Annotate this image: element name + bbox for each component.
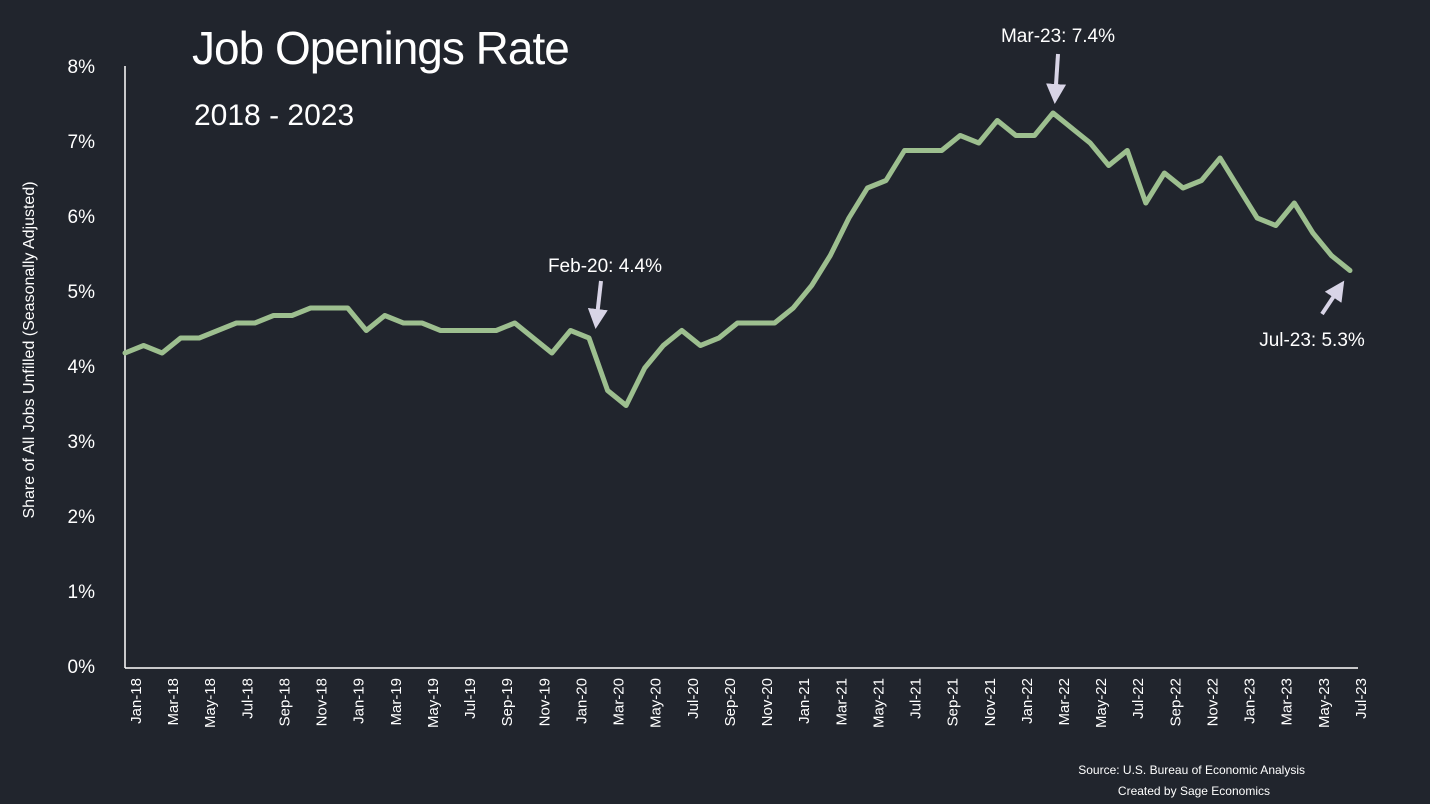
x-tick-label: Sep-22 bbox=[1167, 678, 1184, 726]
x-tick-label: Nov-21 bbox=[982, 678, 999, 726]
y-tick-label: 1% bbox=[68, 582, 96, 603]
x-tick-label: Jan-18 bbox=[128, 678, 145, 724]
y-tick-label: 3% bbox=[68, 432, 96, 453]
annotation-arrow bbox=[1046, 53, 1067, 104]
y-axis-label: Share of All Jobs Unfilled (Seasonally A… bbox=[21, 181, 38, 518]
source: Source: U.S. Bureau of Economic Analysis bbox=[1078, 763, 1305, 777]
y-tick-label: 5% bbox=[68, 282, 96, 303]
x-tick-label: Jul-21 bbox=[908, 678, 925, 719]
x-tick-label: Sep-21 bbox=[945, 678, 962, 726]
x-tick-label: May-22 bbox=[1093, 678, 1110, 728]
x-tick-label: Jul-18 bbox=[239, 678, 256, 719]
x-tick-label: Jan-19 bbox=[351, 678, 368, 724]
x-tick-label: Sep-18 bbox=[276, 678, 293, 726]
chart-title: Job Openings Rate bbox=[192, 22, 569, 74]
x-tick-label: May-20 bbox=[648, 678, 665, 728]
x-tick-label: Mar-22 bbox=[1056, 678, 1073, 726]
chart-subtitle: 2018 - 2023 bbox=[194, 99, 354, 132]
x-tick-label: Mar-18 bbox=[165, 678, 182, 726]
y-tick-label: 0% bbox=[68, 657, 96, 678]
x-tick-label: Sep-19 bbox=[499, 678, 516, 726]
annotation-arrow bbox=[587, 280, 608, 329]
x-tick-label: Jul-19 bbox=[462, 678, 479, 719]
x-tick-label: May-18 bbox=[202, 678, 219, 728]
annotation: Feb-20: 4.4% bbox=[548, 256, 662, 277]
annotation: Jul-23: 5.3% bbox=[1259, 330, 1365, 351]
x-tick-label: May-19 bbox=[425, 678, 442, 728]
x-tick-label: Jan-21 bbox=[796, 678, 813, 724]
x-tick-label: Jul-20 bbox=[685, 678, 702, 719]
y-tick-label: 6% bbox=[68, 207, 96, 228]
x-tick-label: Jan-22 bbox=[1019, 678, 1036, 724]
data-line bbox=[122, 110, 1353, 408]
x-tick-label: Jan-23 bbox=[1242, 678, 1259, 724]
x-tick-label: Nov-18 bbox=[314, 678, 331, 726]
y-tick-label: 8% bbox=[68, 57, 96, 78]
y-tick-label: 4% bbox=[68, 357, 96, 378]
annotation-arrow bbox=[1320, 280, 1345, 316]
x-tick-label: May-23 bbox=[1316, 678, 1333, 728]
x-tick-label: Jul-22 bbox=[1130, 678, 1147, 719]
x-tick-label: Nov-20 bbox=[759, 678, 776, 726]
x-tick-label: Nov-22 bbox=[1204, 678, 1221, 726]
y-tick-label: 2% bbox=[68, 507, 96, 528]
annotation: Mar-23: 7.4% bbox=[1001, 26, 1115, 47]
x-tick-label: Mar-20 bbox=[611, 678, 628, 726]
x-tick-label: Mar-21 bbox=[833, 678, 850, 726]
x-tick-label: May-21 bbox=[870, 678, 887, 728]
x-tick-label: Jan-20 bbox=[573, 678, 590, 724]
x-tick-label: Mar-23 bbox=[1279, 678, 1296, 726]
y-tick-label: 7% bbox=[68, 132, 96, 153]
x-tick-label: Sep-20 bbox=[722, 678, 739, 726]
x-tick-label: Jul-23 bbox=[1353, 678, 1370, 719]
x-tick-label: Mar-19 bbox=[388, 678, 405, 726]
x-tick-label: Nov-19 bbox=[536, 678, 553, 726]
credit: Created by Sage Economics bbox=[1118, 784, 1270, 798]
